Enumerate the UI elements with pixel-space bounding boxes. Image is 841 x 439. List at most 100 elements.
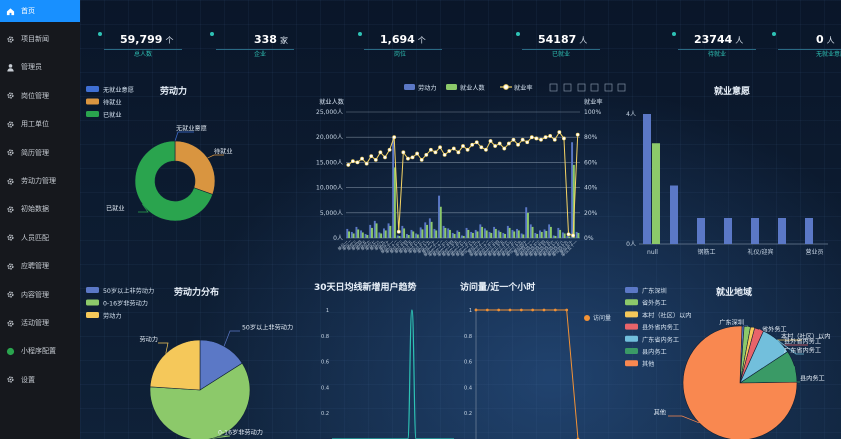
pie-slice-label: 其他: [654, 409, 666, 417]
sidebar-item-6[interactable]: 劳动力管理: [0, 170, 80, 192]
legend-label: 访问量: [593, 314, 611, 322]
legend-label: 本村（社区）以内: [642, 311, 692, 319]
legend-label: 50岁以上非劳动力: [103, 287, 154, 295]
stat-value: 59,799 个: [120, 33, 173, 46]
rate-point: [355, 160, 360, 165]
rate-point: [511, 137, 516, 142]
pie-slice: [149, 362, 251, 439]
stat-dot: [210, 32, 214, 36]
toolbox-icon[interactable]: [563, 83, 572, 92]
gear-icon: [6, 290, 15, 299]
bar: [724, 218, 732, 244]
y2-tick-label: 60%: [584, 159, 598, 166]
toolbox-icon[interactable]: [604, 83, 613, 92]
rate-point: [557, 130, 562, 135]
sidebar-item-13[interactable]: 设置: [0, 369, 80, 391]
sidebar-item-0[interactable]: 首页: [0, 0, 80, 22]
stat-label: 无就业意愿: [816, 51, 841, 58]
stat-card: 59,799 个总人数: [98, 30, 188, 62]
toolbox-icon[interactable]: [549, 83, 558, 92]
toolbox-icon[interactable]: [577, 83, 586, 92]
legend-swatch: [404, 84, 415, 90]
y-tick-label: 20,000人: [316, 134, 343, 141]
legend-swatch: [625, 348, 638, 354]
rate-point: [428, 147, 433, 152]
bar-labor: [405, 233, 408, 238]
bar-labor: [415, 233, 418, 238]
sidebar-item-2[interactable]: 管理员: [0, 56, 80, 78]
bar-labor: [419, 227, 422, 238]
stat-card: 23744 人待就业: [672, 30, 762, 62]
hourly-point: [519, 308, 523, 312]
bar: [670, 185, 678, 244]
bar-employed: [504, 233, 506, 238]
bar-labor: [383, 228, 385, 238]
hourly-point: [553, 308, 557, 312]
stat-card: 54187 人已就业: [516, 30, 606, 62]
y2-tick-label: 80%: [584, 134, 598, 141]
sidebar-item-3[interactable]: 岗位管理: [0, 85, 80, 107]
sidebar-item-11[interactable]: 活动管理: [0, 312, 80, 334]
sidebar-item-9[interactable]: 应聘管理: [0, 255, 80, 277]
pie-leader: [223, 330, 240, 347]
bar-employed: [536, 233, 539, 238]
legend-swatch: [625, 311, 638, 318]
pie-slice: [149, 339, 201, 391]
bar-labor: [497, 230, 500, 238]
bar-employed: [361, 232, 364, 238]
stat-card: 338 家企业: [210, 30, 300, 62]
toolbox-icon[interactable]: [590, 83, 599, 92]
y-tick-label: 0.8: [321, 334, 329, 340]
bar-labor: [488, 231, 491, 238]
x-tick-label: 营业员: [805, 248, 823, 256]
legend-label: 劳动力: [103, 312, 122, 320]
bar-employed: [393, 167, 396, 238]
sidebar-item-label: 简历管理: [21, 148, 49, 157]
bar-labor: [387, 223, 390, 238]
legend-label: 待就业: [103, 99, 122, 107]
bar-employed: [481, 226, 484, 238]
bar-labor: [479, 224, 482, 238]
bar-employed: [549, 226, 552, 238]
rate-point: [424, 152, 429, 157]
stat-dot: [98, 32, 102, 36]
bar-employed: [384, 230, 387, 238]
bar-employed: [568, 236, 571, 238]
sidebar-item-label: 首页: [21, 7, 35, 15]
hourly-point: [485, 308, 489, 312]
sidebar-item-7[interactable]: 初始数据: [0, 198, 80, 220]
bar-labor: [502, 232, 505, 238]
dashboard-main: 59,799 个总人数 338 家企业 1,694 个岗位 54187 人已就业 23744 人待…: [80, 0, 841, 439]
sidebar-item-10[interactable]: 内容管理: [0, 284, 80, 306]
legend-swatch: [86, 86, 99, 92]
bar-employed: [348, 231, 350, 238]
rate-point: [419, 157, 424, 162]
bar-employed: [357, 229, 360, 238]
region-title: 就业地域: [716, 288, 753, 298]
legend-label: 无就业意愿: [103, 86, 134, 94]
bar-labor: [442, 225, 445, 238]
trend-title: 30天日均线新增用户趋势: [314, 283, 417, 293]
legend-label: 就业率: [514, 84, 533, 92]
bar-labor: [561, 232, 564, 238]
toolbox-icon[interactable]: [617, 83, 626, 92]
labor-dist-title: 劳动力分布: [174, 288, 220, 298]
bar-labor: [364, 233, 367, 238]
rate-point: [447, 149, 452, 153]
sidebar-item-4[interactable]: 用工单位: [0, 113, 80, 135]
sidebar-item-12[interactable]: 小程序配置: [0, 340, 80, 362]
rate-point: [415, 151, 420, 156]
stat-unit: 人: [579, 36, 588, 45]
rate-point: [346, 163, 351, 167]
rate-point: [525, 140, 530, 145]
rate-point: [479, 145, 484, 150]
sidebar-item-5[interactable]: 简历管理: [0, 142, 80, 164]
sidebar-item-1[interactable]: 项目新闻: [0, 28, 80, 50]
stat-number: 59,799: [120, 33, 163, 46]
sidebar-item-8[interactable]: 人员匹配: [0, 227, 80, 249]
pie-leader: [212, 435, 231, 439]
bar-employed: [485, 230, 488, 238]
stat-unit: 个: [165, 36, 174, 45]
rate-point: [502, 146, 507, 151]
